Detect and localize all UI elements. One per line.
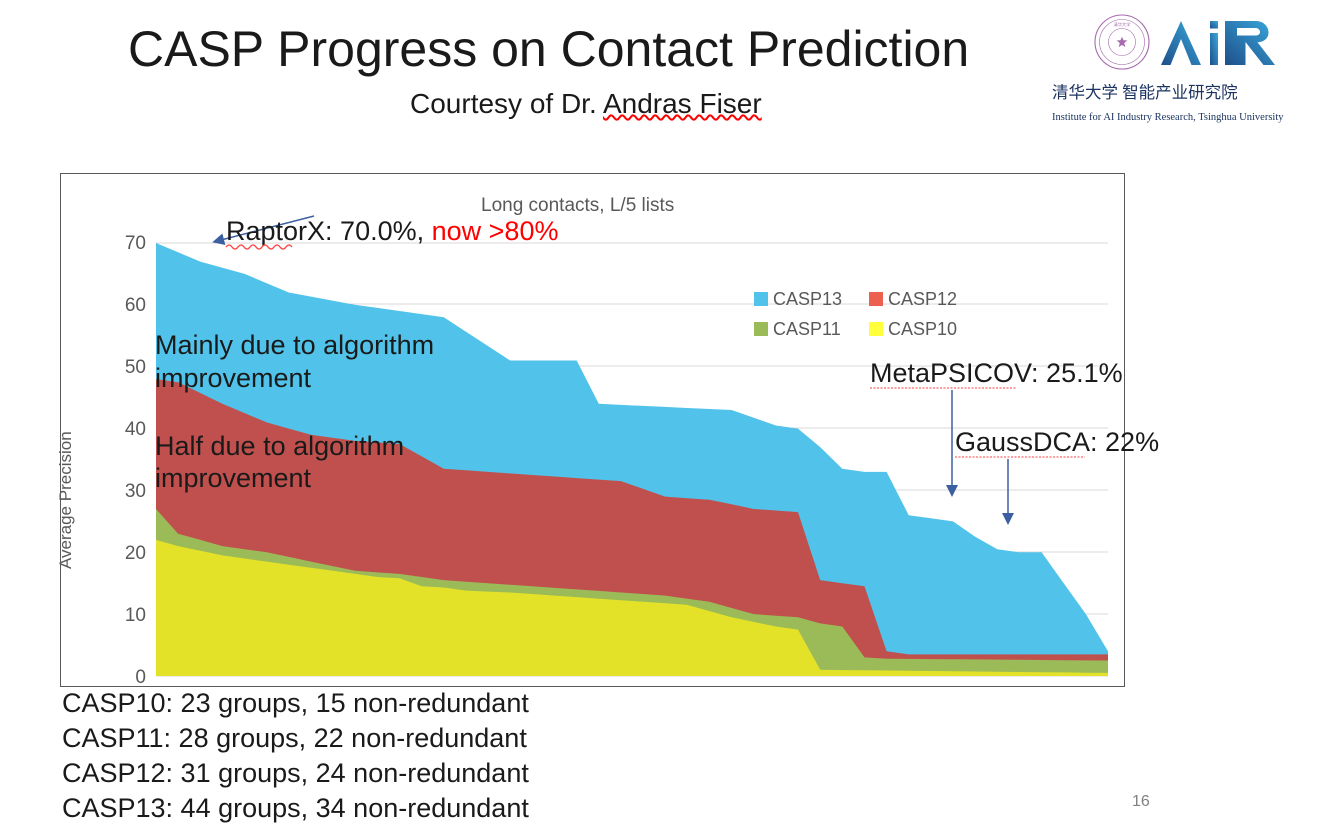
svg-text:Institute for AI Industry Rese: Institute for AI Industry Research, Tsin… — [1052, 112, 1284, 123]
svg-text:50: 50 — [125, 357, 146, 378]
svg-text:清华大学: 清华大学 — [1114, 21, 1131, 28]
svg-text:30: 30 — [125, 481, 146, 502]
svg-text:CASP10: CASP10 — [888, 319, 957, 339]
svg-text:improvement: improvement — [155, 363, 312, 393]
svg-text:10: 10 — [125, 605, 146, 626]
svg-text:清华大学 智能产业研究院: 清华大学 智能产业研究院 — [1052, 83, 1238, 102]
svg-text:Half due to algorithm: Half due to algorithm — [155, 431, 404, 461]
svg-text:RaptorX: 70.0%, now >80%: RaptorX: 70.0%, now >80% — [226, 216, 558, 246]
svg-text:Mainly due to algorithm: Mainly due to algorithm — [155, 330, 434, 360]
svg-text:CASP12: CASP12 — [888, 289, 957, 309]
svg-text:70: 70 — [125, 233, 146, 254]
svg-text:20: 20 — [125, 543, 146, 564]
svg-text:GaussDCA: 22%: GaussDCA: 22% — [955, 427, 1159, 457]
svg-text:Long contacts, L/5 lists: Long contacts, L/5 lists — [481, 195, 674, 216]
svg-text:CASP11: CASP11 — [773, 319, 841, 339]
svg-text:CASP13: CASP13 — [773, 289, 842, 309]
svg-text:40: 40 — [125, 419, 146, 440]
svg-text:MetaPSICOV: 25.1%: MetaPSICOV: 25.1% — [870, 358, 1123, 388]
svg-text:60: 60 — [125, 295, 146, 316]
svg-text:0: 0 — [135, 667, 146, 688]
svg-text:improvement: improvement — [155, 463, 312, 493]
